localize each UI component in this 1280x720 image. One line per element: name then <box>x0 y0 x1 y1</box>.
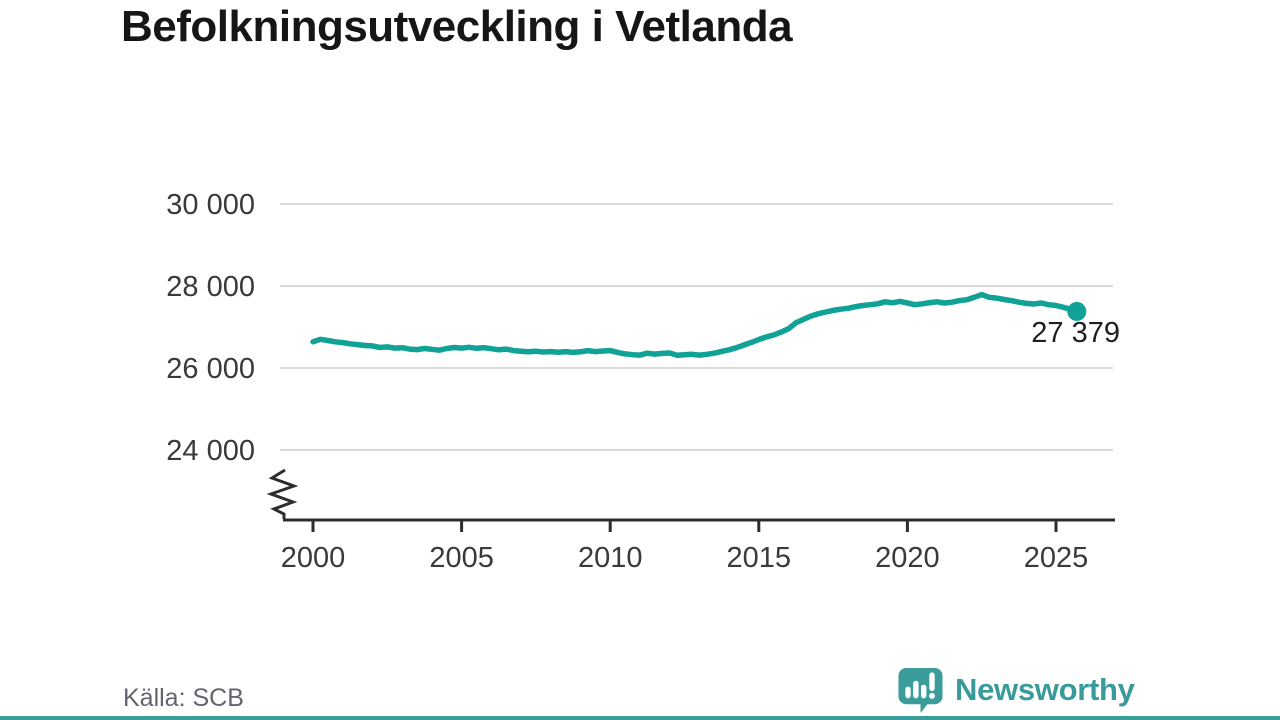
x-tick-label: 2005 <box>429 542 494 574</box>
newsworthy-logo: Newsworthy <box>897 666 1135 713</box>
end-annotation: 27 379 <box>1031 317 1120 349</box>
page-title: Befolkningsutveckling i Vetlanda <box>121 2 793 51</box>
x-tick-label: 2010 <box>578 542 643 574</box>
end-point-marker <box>1067 301 1087 321</box>
axis-break-icon <box>266 468 299 519</box>
x-tick-label: 2015 <box>727 542 792 574</box>
x-tick-label: 2000 <box>281 542 346 574</box>
y-tick-label: 24 000 <box>166 435 255 467</box>
y-tick-label: 30 000 <box>166 189 255 221</box>
population-line <box>310 291 1080 359</box>
data-series <box>310 291 1087 359</box>
source-note: Källa: SCB <box>123 684 244 712</box>
y-tick-label: 28 000 <box>166 271 255 303</box>
brand-wordmark: Newsworthy <box>955 671 1135 707</box>
end-value-label: 27 379 <box>1031 317 1120 349</box>
x-axis: 2000 2005 2010 2015 2020 2025 <box>281 518 1115 574</box>
x-tick-label: 2020 <box>875 542 940 574</box>
bar-chart-bubble-icon <box>898 667 943 713</box>
y-tick-label: 26 000 <box>166 353 255 385</box>
brand-accent-bar <box>0 716 1280 720</box>
x-tick-label: 2025 <box>1024 542 1089 574</box>
axis-break-zigzag <box>266 468 299 519</box>
y-axis-labels: 30 000 28 000 26 000 24 000 <box>166 189 255 467</box>
gridlines <box>280 203 1113 451</box>
